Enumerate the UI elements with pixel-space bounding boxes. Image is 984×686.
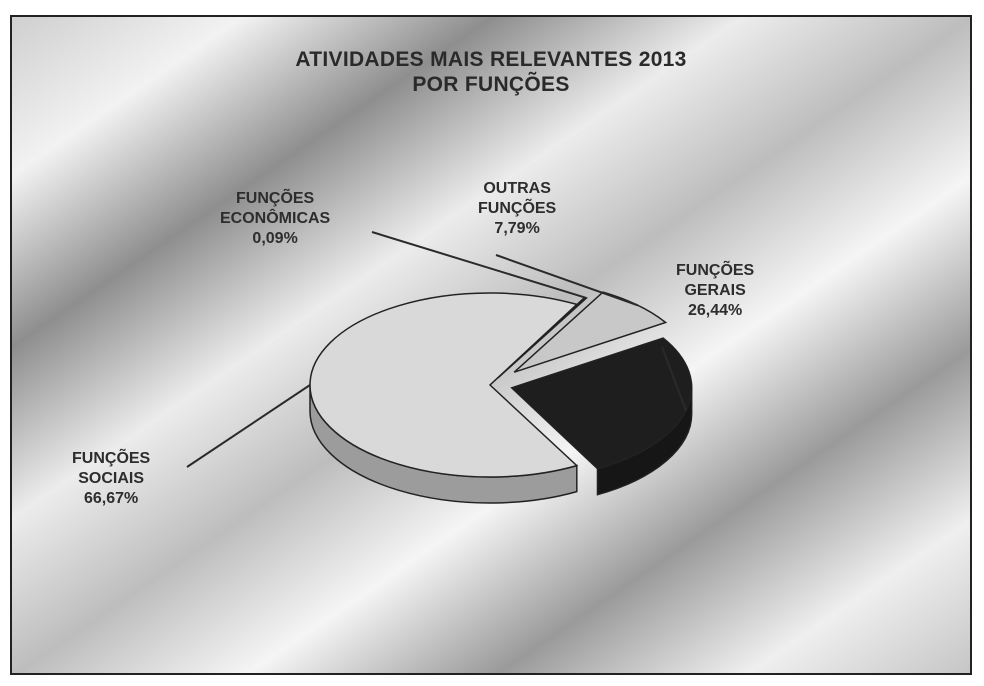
pie-chart — [186, 231, 693, 504]
chart-title-line-1: ATIVIDADES MAIS RELEVANTES 2013 — [295, 48, 687, 71]
slice-label-outras: OUTRAS FUNÇÕES 7,79% — [478, 180, 557, 237]
chart-title-line-2: POR FUNÇÕES — [412, 73, 570, 96]
slice-sociais — [309, 292, 579, 478]
pie-slices — [309, 291, 693, 504]
slice-label-sociais: FUNÇÕES SOCIAIS 66,67% — [72, 450, 151, 507]
chart-title: ATIVIDADES MAIS RELEVANTES 2013 POR FUNÇ… — [12, 47, 970, 97]
slice-label-economicas: FUNÇÕES ECONÔMICAS 0,09% — [220, 190, 331, 247]
leader-lines — [186, 231, 687, 468]
slice-label-gerais: FUNÇÕES GERAIS 26,44% — [676, 262, 755, 319]
slice-sociais-leader-line — [186, 384, 311, 468]
chart-frame: ATIVIDADES MAIS RELEVANTES 2013 POR FUNÇ… — [10, 15, 972, 675]
slice-outras-leader-line — [495, 254, 639, 307]
slice-gerais-leader-line — [661, 346, 687, 412]
slice-economicas-leader-line — [371, 231, 586, 299]
